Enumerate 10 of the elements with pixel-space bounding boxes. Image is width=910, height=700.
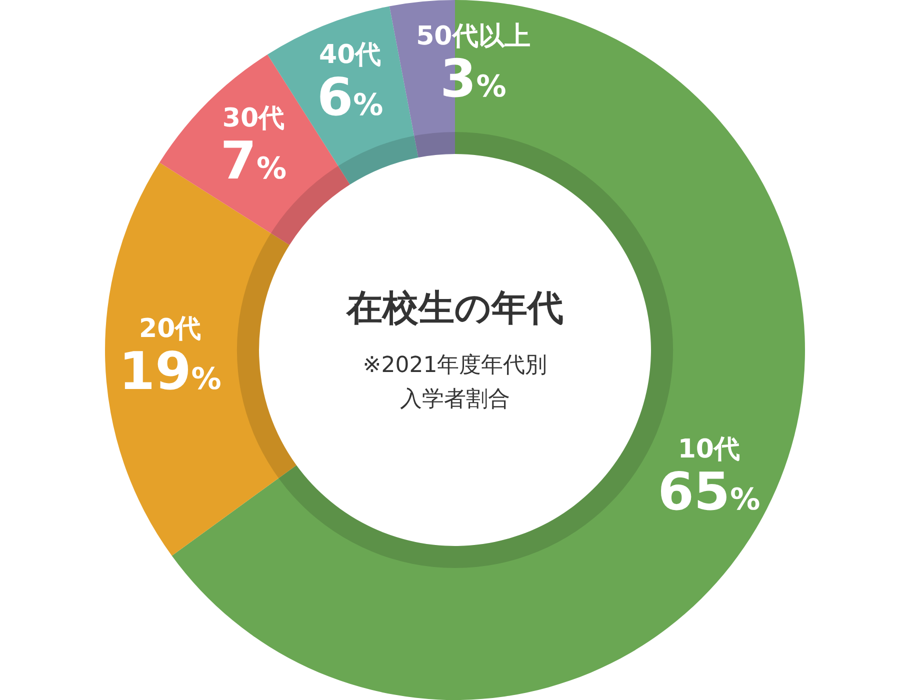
slice-label: 30代 — [222, 103, 285, 134]
slice-label: 10代 — [678, 434, 740, 464]
text: 在校生の年代 — [346, 288, 564, 329]
data-label: 65% — [658, 462, 760, 522]
data-label: 19% — [118, 342, 222, 402]
data-label: 7% — [220, 131, 287, 192]
text: ※2021年度年代別入学者割合 — [362, 353, 548, 412]
data-label: 6% — [316, 68, 384, 128]
slice-label: 20代 — [139, 314, 202, 344]
slice-label: 40代 — [318, 40, 382, 70]
